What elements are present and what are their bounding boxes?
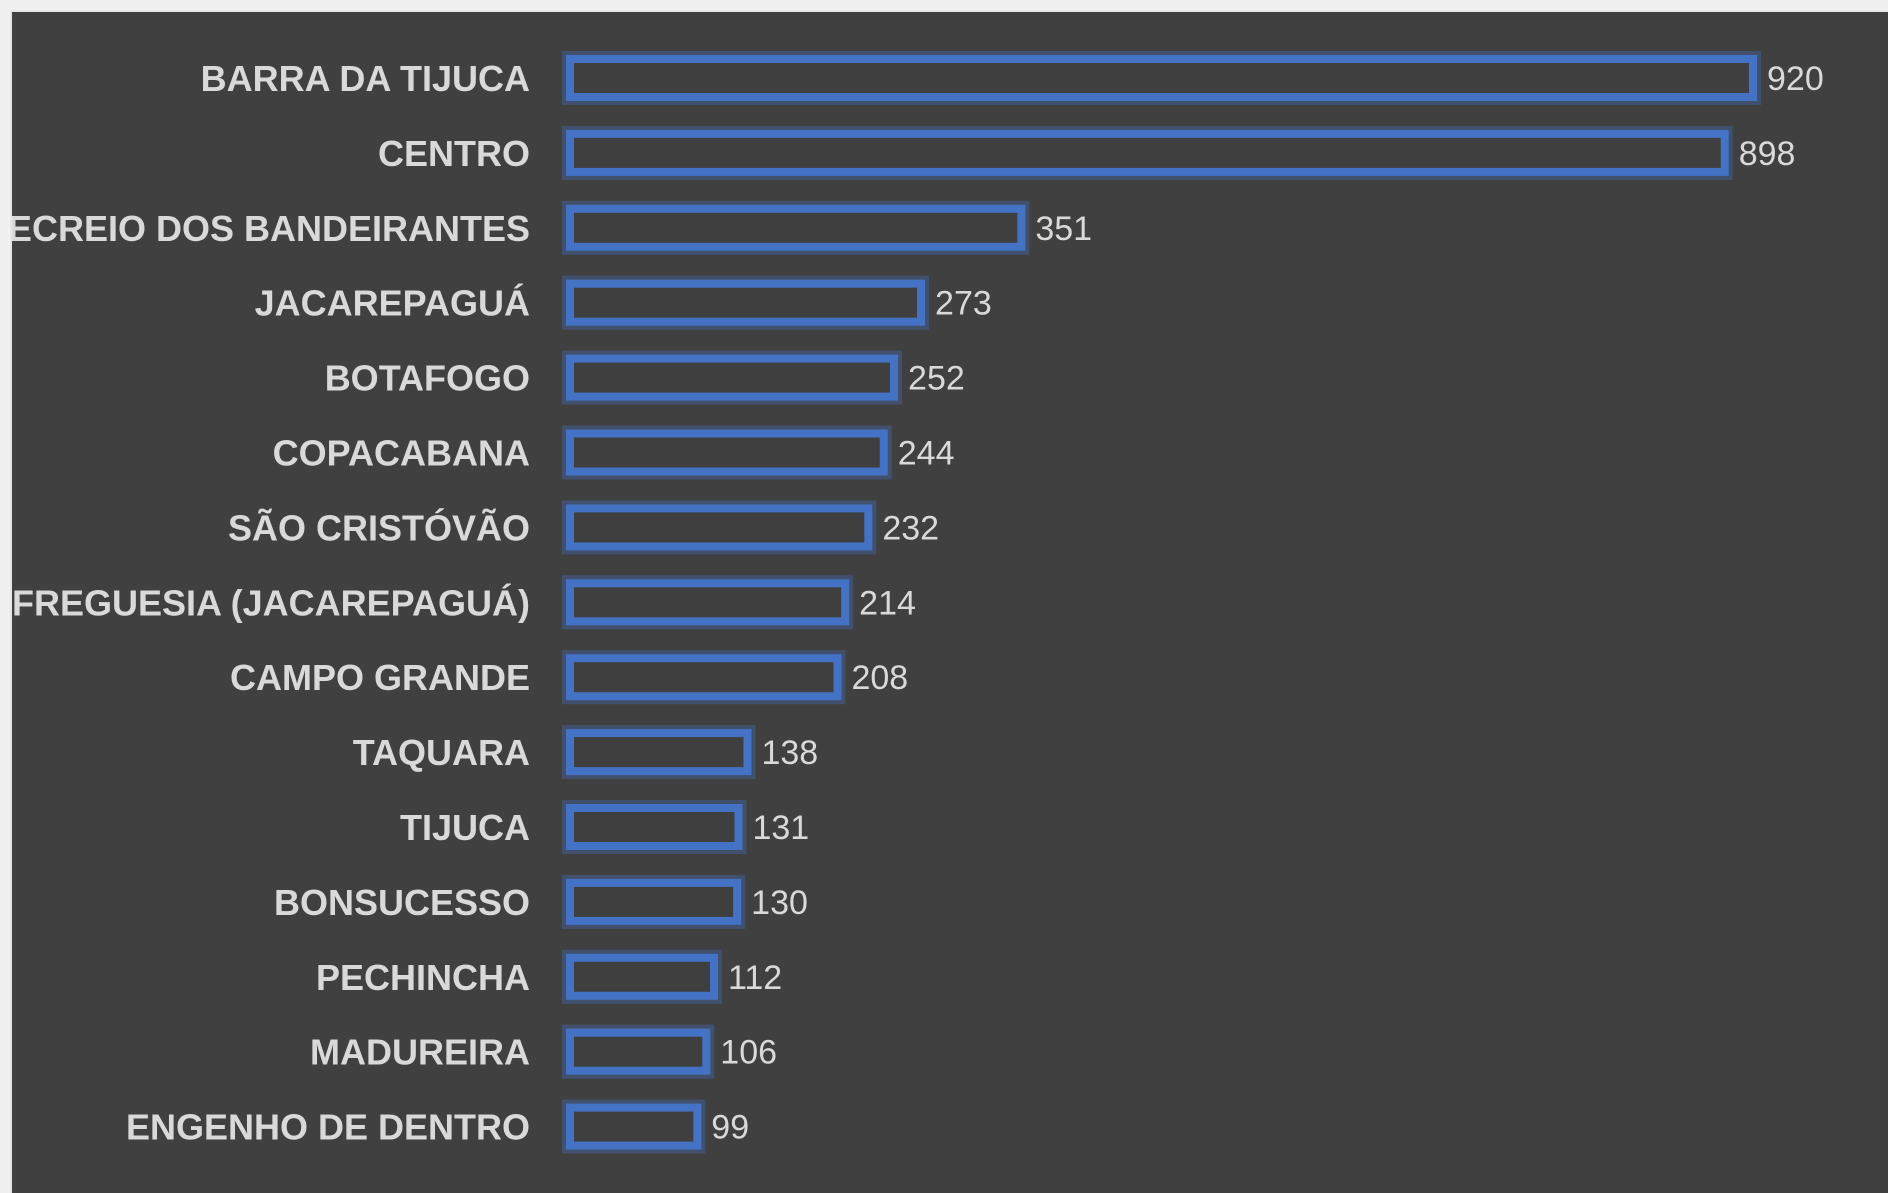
- bar: [566, 654, 842, 701]
- category-label: CENTRO: [378, 133, 530, 174]
- bar: [566, 579, 850, 626]
- bar: [566, 878, 742, 925]
- category-label: TIJUCA: [400, 807, 530, 848]
- category-label: SÃO CRISTÓVÃO: [228, 506, 530, 548]
- bar: [566, 129, 1729, 176]
- category-label: BARRA DA TIJUCA: [201, 58, 530, 99]
- category-label: TAQUARA: [353, 732, 530, 773]
- data-label: 106: [720, 1034, 777, 1072]
- bar: [566, 1028, 711, 1075]
- bar: [566, 55, 1757, 101]
- data-label: 898: [1739, 135, 1796, 173]
- data-label: 130: [751, 884, 808, 922]
- bar: [566, 729, 752, 776]
- data-label: 351: [1035, 210, 1092, 248]
- category-label: BOTAFOGO: [325, 358, 530, 399]
- category-label: RECREIO DOS BANDEIRANTES: [12, 208, 530, 249]
- data-label: 232: [882, 509, 939, 547]
- category-label: ENGENHO DE DENTRO: [126, 1107, 530, 1148]
- data-label: 214: [859, 584, 916, 622]
- bar: [566, 429, 888, 476]
- category-label: BONSUCESSO: [274, 882, 530, 923]
- bar: [566, 1103, 702, 1150]
- data-label: 131: [752, 809, 809, 847]
- bar: [566, 354, 899, 401]
- bar-chart: BARRA DA TIJUCA 920 CENTRO 898 RECREIO DOS B…: [12, 51, 1824, 1154]
- bar: [566, 804, 743, 850]
- chart-frame: BARRA DA TIJUCA 920 CENTRO 898 RECREIO DOS B…: [10, 10, 1888, 1193]
- data-label: 99: [711, 1109, 749, 1147]
- data-label: 252: [908, 360, 965, 398]
- category-label: MADUREIRA: [310, 1032, 530, 1073]
- bar: [566, 504, 873, 551]
- data-label: 138: [761, 734, 818, 772]
- category-label: COPACABANA: [273, 433, 530, 474]
- category-label: CAMPO GRANDE: [230, 657, 530, 698]
- data-label: 244: [898, 435, 955, 473]
- data-label: 273: [935, 285, 992, 323]
- category-label: FREGUESIA (JACAREPAGUÁ): [12, 582, 530, 623]
- category-label: PECHINCHA: [316, 957, 530, 998]
- bar: [566, 204, 1026, 251]
- data-label: 920: [1767, 60, 1824, 98]
- bar: [566, 953, 719, 1000]
- category-label: JACAREPAGUÁ: [255, 283, 530, 324]
- data-label: 112: [728, 959, 782, 997]
- bar: [566, 279, 926, 326]
- data-label: 208: [851, 659, 908, 697]
